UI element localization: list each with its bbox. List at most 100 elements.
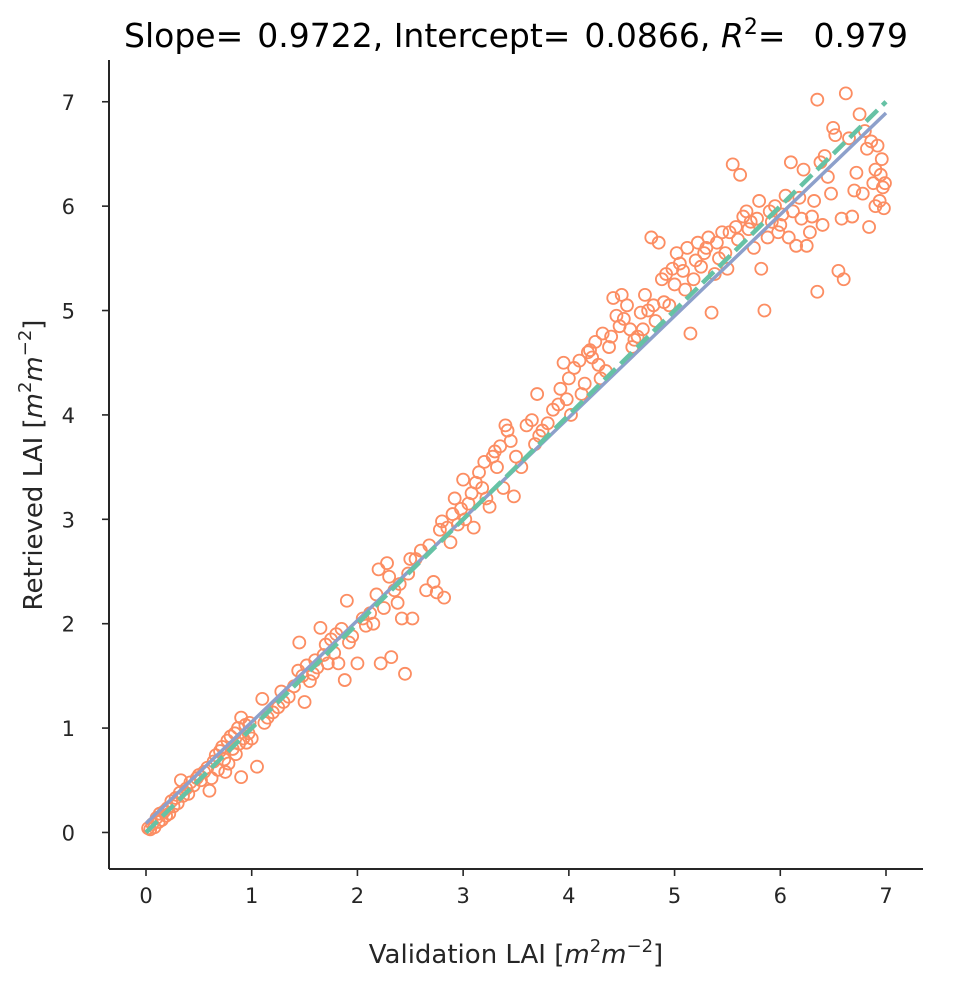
data-point: [390, 595, 405, 610]
data-point: [493, 439, 508, 454]
y-tick-label: 7: [62, 91, 75, 115]
data-point: [337, 673, 352, 687]
data-point: [443, 535, 458, 550]
data-point: [725, 157, 740, 172]
identity-line: [144, 100, 888, 835]
data-point: [733, 167, 748, 182]
data-point: [588, 334, 603, 349]
data-point: [194, 773, 208, 788]
data-point: [234, 770, 249, 785]
data-point: [796, 162, 811, 177]
data-point: [799, 238, 814, 253]
x-axis-label-close: ]: [653, 940, 663, 970]
x-tick-label: 2: [351, 884, 364, 908]
data-point: [292, 635, 307, 650]
data-point: [503, 434, 518, 448]
y-tick-label: 4: [62, 404, 75, 428]
data-point: [472, 465, 486, 480]
title-r2-value: 0.979: [813, 16, 907, 55]
title-intercept-value: 0.0866: [584, 16, 699, 55]
y-axis-label-unit-m2: m: [19, 356, 49, 381]
data-point: [680, 240, 695, 255]
data-point: [792, 190, 807, 205]
data-point: [868, 199, 883, 214]
data-point: [807, 194, 822, 208]
data-point: [699, 240, 714, 255]
data-point: [672, 256, 687, 271]
data-point: [876, 201, 891, 216]
data-point: [302, 674, 317, 689]
data-point: [616, 311, 631, 326]
data-point: [752, 194, 767, 208]
x-axis-label-unit-sup1: 2: [590, 936, 601, 957]
x-tick-label: 7: [879, 884, 892, 908]
data-point: [437, 590, 452, 605]
data-point: [313, 620, 328, 635]
data-point: [255, 691, 270, 706]
y-axis-label: Retrieved LAI [m2m−2]: [15, 320, 49, 611]
x-tick-label: 3: [456, 884, 469, 908]
y-axis-label-text: Retrieved LAI [: [19, 418, 49, 610]
data-point: [826, 120, 841, 135]
chart-title: Slope= 0.9722, Intercept= 0.0866, R2= 0.979: [124, 15, 908, 55]
data-point: [847, 183, 862, 198]
data-point: [781, 230, 796, 245]
data-point: [373, 656, 388, 671]
data-point: [250, 759, 264, 774]
data-point: [651, 235, 666, 250]
data-point: [297, 695, 312, 709]
x-axis-label-unit-m1: m: [564, 940, 589, 970]
data-point: [852, 107, 867, 122]
data-point: [802, 225, 817, 240]
data-point: [849, 165, 864, 180]
data-point: [836, 272, 851, 287]
data-point: [358, 618, 373, 633]
data-point: [530, 387, 545, 401]
data-point: [376, 601, 391, 615]
data-point: [394, 611, 409, 626]
data-point: [403, 552, 418, 566]
data-point: [572, 353, 587, 368]
y-ticks: 0 1 2 3 4 5 6 7: [62, 91, 109, 845]
data-point: [760, 230, 775, 245]
y-axis-label-unit-sup1: 2: [15, 382, 36, 393]
data-point: [683, 326, 698, 341]
data-point: [432, 522, 447, 537]
x-ticks: 0 1 2 3 4 5 6 7: [139, 869, 893, 908]
data-point: [595, 326, 610, 341]
data-point: [638, 287, 652, 302]
x-axis-label-unit-sup2: −2: [627, 936, 654, 957]
data-point: [828, 128, 843, 143]
data-point: [591, 357, 606, 372]
data-point: [490, 460, 504, 475]
data-point: [456, 472, 471, 487]
y-tick-label: 2: [62, 613, 75, 637]
data-point: [561, 371, 576, 386]
data-point: [602, 340, 616, 354]
data-point: [783, 155, 798, 170]
data-point: [447, 491, 462, 506]
data-point: [810, 284, 825, 299]
data-point: [878, 176, 892, 191]
title-slope-value: 0.9722: [257, 16, 372, 55]
data-point: [620, 298, 634, 313]
title-slope-label: Slope=: [124, 16, 243, 55]
data-point: [743, 214, 758, 229]
title-r2-exp: 2: [744, 15, 758, 40]
data-point: [405, 611, 420, 626]
data-point: [815, 218, 830, 232]
data-point: [838, 86, 853, 101]
data-point: [635, 322, 650, 337]
data-point: [604, 329, 619, 344]
data-point: [794, 211, 809, 226]
data-point: [627, 332, 642, 347]
y-axis-label-unit-m1: m: [19, 393, 49, 418]
data-point: [401, 566, 416, 581]
data-point: [667, 277, 682, 292]
data-point: [786, 204, 800, 219]
data-point: [244, 731, 259, 746]
data-point: [556, 355, 571, 370]
data-point: [218, 765, 233, 779]
data-point: [540, 416, 555, 431]
data-point: [614, 287, 629, 302]
